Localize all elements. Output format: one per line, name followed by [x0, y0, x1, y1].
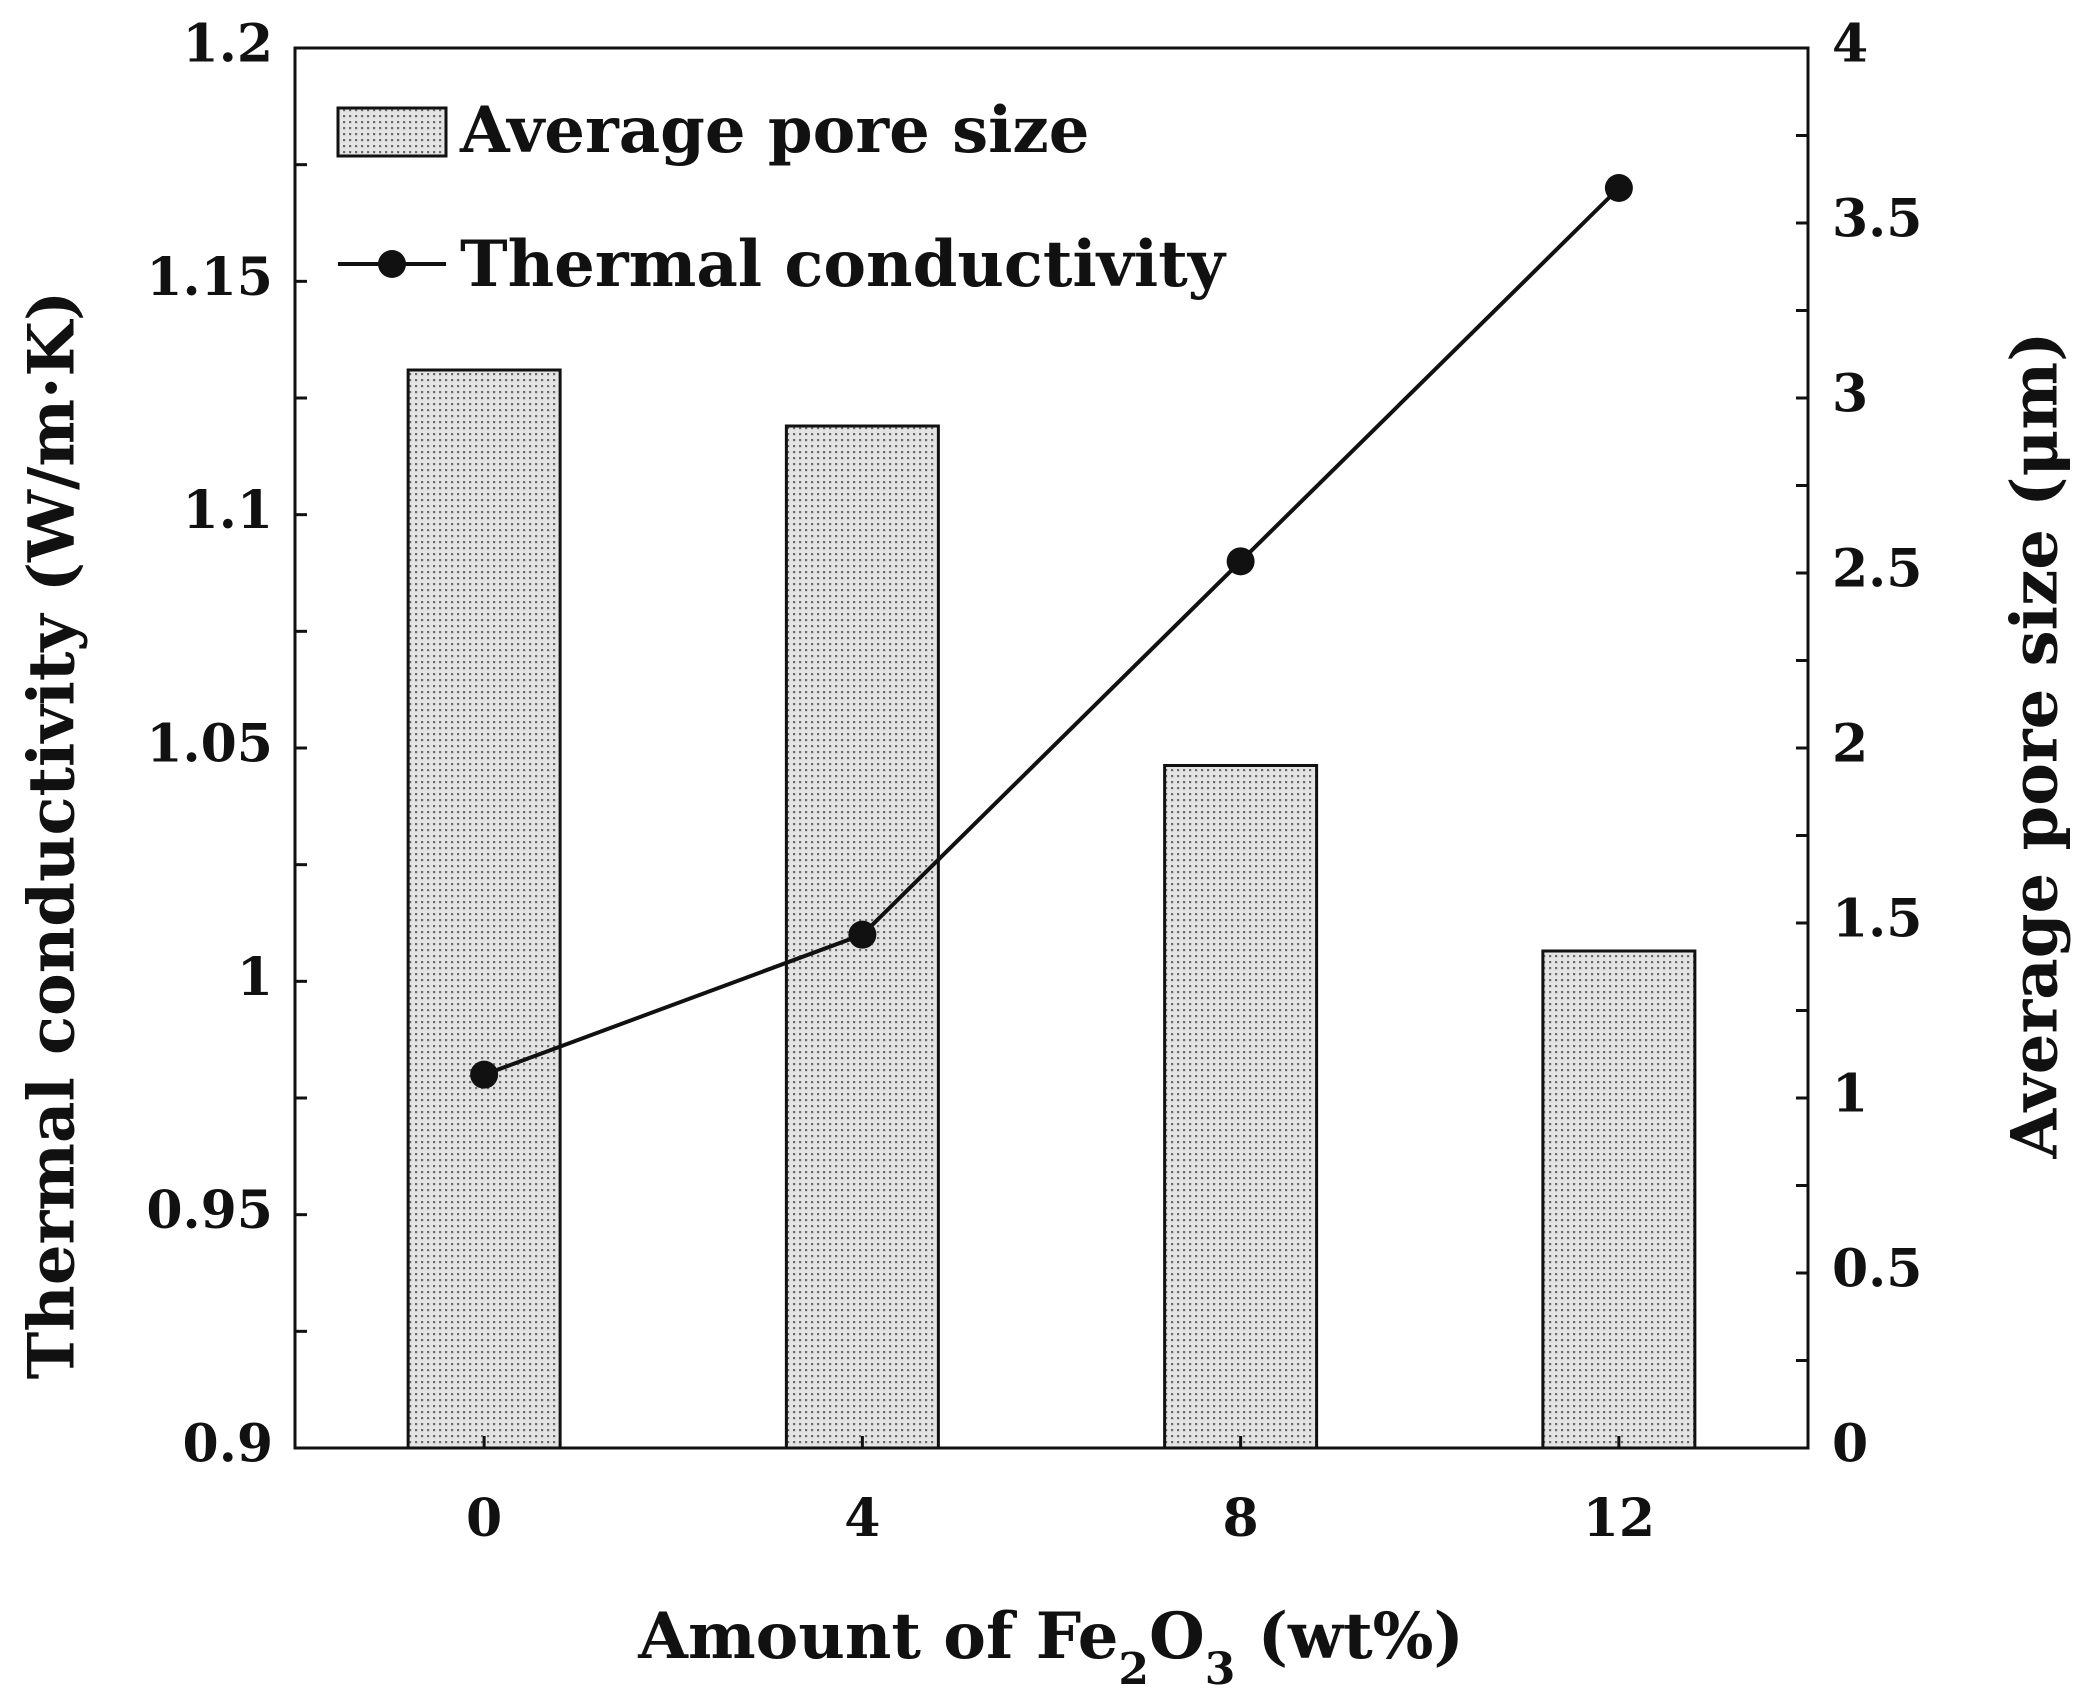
bar-12 [1541, 949, 1697, 1450]
bar-8 [1163, 764, 1319, 1450]
right-tick-label: 1 [1832, 1064, 1868, 1125]
left-tick-label: 1.2 [183, 14, 273, 75]
y-axis-left-title: Thermal conductivity (W/m·K) [15, 291, 90, 1380]
line-series-thermal-conductivity [470, 174, 1633, 1089]
right-tick-label: 0.5 [1832, 1239, 1922, 1300]
legend-label-thermal-conductivity: Thermal conductivity [460, 227, 1227, 302]
right-tick-label: 2 [1832, 714, 1868, 775]
legend-item-average-pore-size: Average pore size [336, 93, 1089, 168]
left-tick-label: 1.05 [146, 714, 273, 775]
right-tick-label: 3.5 [1832, 189, 1922, 250]
left-tick-label: 0.95 [146, 1180, 273, 1241]
left-tick-label: 1 [237, 947, 273, 1008]
point-0 [470, 1060, 499, 1089]
x-tick-label: 4 [844, 1488, 880, 1549]
point-12 [1604, 174, 1633, 202]
right-tick-label: 4 [1832, 14, 1868, 75]
line-path [483, 186, 1621, 1077]
left-axis-ticks: 0.9 0.95 1 1.05 1.1 1.15 1.2 [146, 14, 307, 1475]
legend-label-average-pore-size: Average pore size [459, 93, 1089, 168]
legend-swatch-marker [378, 250, 406, 278]
left-tick-label: 0.9 [183, 1414, 273, 1475]
point-8 [1226, 547, 1255, 576]
right-axis-ticks: 0 0.5 1 1.5 2 2.5 3 3.5 4 [1796, 14, 1922, 1475]
x-tick-label: 12 [1583, 1488, 1655, 1549]
bar-series-average-pore-size [406, 368, 1697, 1450]
y-axis-right-title: Average pore size (μm) [1998, 332, 2073, 1160]
left-tick-label: 1.1 [183, 480, 273, 541]
right-tick-label: 1.5 [1832, 889, 1922, 950]
bar-0 [406, 368, 562, 1450]
x-tick-label: 8 [1223, 1488, 1259, 1549]
x-axis-title: Amount of Fe2O3 (wt%) [637, 1599, 1463, 1695]
left-tick-label: 1.15 [146, 247, 273, 308]
right-tick-label: 0 [1832, 1414, 1868, 1475]
legend-item-thermal-conductivity: Thermal conductivity [338, 227, 1227, 302]
x-axis-ticks: 0 4 8 12 [466, 1436, 1655, 1549]
point-4 [848, 920, 877, 949]
right-tick-label: 2.5 [1832, 539, 1922, 600]
legend-swatch-bar [336, 106, 448, 158]
right-tick-label: 3 [1832, 364, 1868, 425]
legend: Average pore size Thermal conductivity [336, 93, 1227, 302]
x-tick-label: 0 [466, 1488, 502, 1549]
